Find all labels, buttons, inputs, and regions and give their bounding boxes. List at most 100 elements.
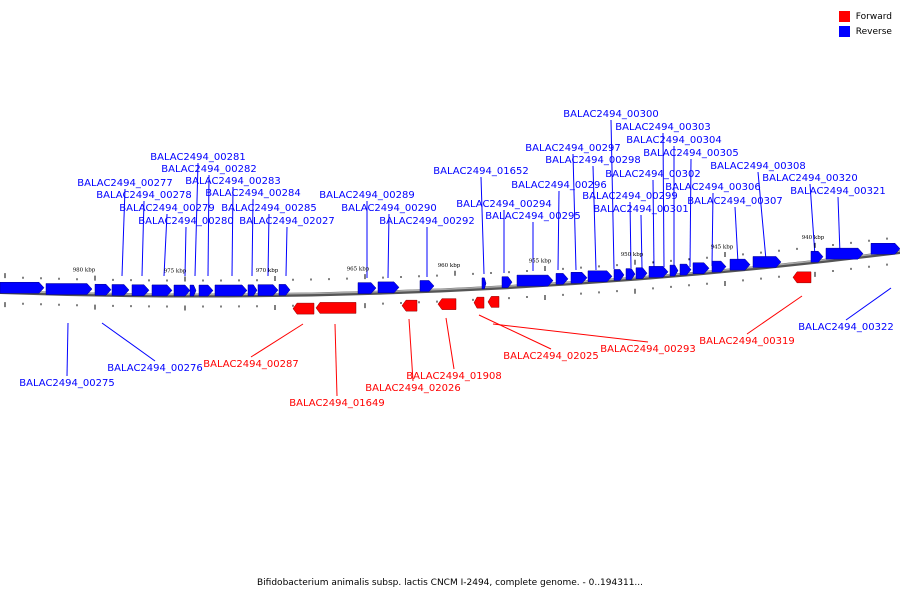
forward-leader-line xyxy=(478,314,552,350)
kbp-label: 980 kbp xyxy=(73,267,96,273)
forward-gene-label: BALAC2494_01649 xyxy=(289,398,384,409)
reverse-gene-arrow xyxy=(419,280,435,292)
reverse-gene-label: BALAC2494_00308 xyxy=(710,161,805,172)
reverse-gene-label: BALAC2494_00298 xyxy=(545,155,640,166)
reverse-gene-label: BALAC2494_01652 xyxy=(433,166,528,177)
reverse-gene-arrow xyxy=(173,284,191,297)
reverse-gene-label: BALAC2494_00279 xyxy=(119,203,214,214)
reverse-gene-label: BALAC2494_00307 xyxy=(687,196,782,207)
reverse-leader-line xyxy=(845,287,892,321)
reverse-gene-label: BALAC2494_00275 xyxy=(19,378,114,389)
forward-gene-label: BALAC2494_00287 xyxy=(203,359,298,370)
forward-leader-line xyxy=(408,318,414,382)
reverse-gene-label: BALAC2494_00299 xyxy=(582,191,677,202)
reverse-leader-line xyxy=(837,196,841,255)
reverse-gene-arrow xyxy=(198,284,214,297)
reverse-gene-arrow xyxy=(635,267,648,279)
reverse-leader-line xyxy=(662,132,665,268)
reverse-gene-label: BALAC2494_00296 xyxy=(511,180,606,191)
reverse-leader-line xyxy=(101,322,156,362)
reverse-swatch xyxy=(838,26,850,37)
forward-leader-line xyxy=(250,323,304,358)
reverse-gene-label: BALAC2494_00300 xyxy=(563,109,658,120)
reverse-gene-label: BALAC2494_00302 xyxy=(605,169,700,180)
forward-leader-line xyxy=(746,295,803,335)
reverse-gene-arrow xyxy=(377,281,400,294)
reverse-gene-arrow xyxy=(357,282,377,294)
legend-label-reverse: Reverse xyxy=(855,26,892,37)
reverse-gene-label: BALAC2494_00285 xyxy=(221,203,316,214)
reverse-gene-arrow xyxy=(587,270,613,283)
reverse-gene-arrow xyxy=(625,268,636,280)
reverse-gene-label: BALAC2494_00290 xyxy=(341,203,436,214)
legend-item-reverse: Reverse xyxy=(838,24,892,39)
reverse-gene-label: BALAC2494_00322 xyxy=(798,322,893,333)
reverse-leader-line xyxy=(711,192,714,267)
reverse-leader-line xyxy=(652,179,655,269)
reverse-leader-line xyxy=(121,188,126,277)
reverse-gene-label: BALAC2494_00294 xyxy=(456,199,551,210)
reverse-gene-arrow xyxy=(111,284,130,296)
reverse-leader-line xyxy=(184,226,187,277)
reverse-gene-arrow xyxy=(189,284,197,297)
reverse-leader-line xyxy=(480,176,485,275)
forward-gene-label: BALAC2494_02026 xyxy=(365,383,460,394)
reverse-gene-arrow xyxy=(669,264,679,277)
reverse-gene-arrow xyxy=(247,284,258,297)
reverse-leader-line xyxy=(757,171,767,261)
reverse-gene-arrow xyxy=(501,276,513,288)
reverse-gene-arrow xyxy=(214,284,248,297)
reverse-leader-line xyxy=(592,165,597,271)
reverse-gene-label: BALAC2494_00306 xyxy=(665,182,760,193)
forward-gene-arrow xyxy=(437,298,457,310)
forward-leader-line xyxy=(445,317,455,370)
reverse-gene-label: BALAC2494_00276 xyxy=(107,363,202,374)
reverse-leader-line xyxy=(251,198,254,277)
kbp-label: 970 kbp xyxy=(256,268,279,274)
forward-swatch xyxy=(838,11,850,22)
forward-gene-arrow xyxy=(292,302,315,315)
reverse-gene-label: BALAC2494_00282 xyxy=(161,164,256,175)
reverse-gene-arrow xyxy=(613,269,625,281)
reverse-gene-arrow xyxy=(516,274,554,287)
reverse-gene-arrow xyxy=(679,263,692,276)
reverse-leader-line xyxy=(809,183,816,257)
reverse-gene-arrow xyxy=(729,258,751,271)
reverse-gene-label: BALAC2494_00284 xyxy=(205,188,300,199)
reverse-leader-line xyxy=(231,186,234,277)
reverse-gene-label: BALAC2494_00289 xyxy=(319,190,414,201)
reverse-gene-arrow xyxy=(692,262,710,274)
reverse-gene-arrow xyxy=(94,283,112,296)
gene-labels: 980 kbp 975 kbp 970 kbp 965 kbp 960 kbp 955 k… xyxy=(19,109,893,409)
reverse-gene-label: BALAC2494_00281 xyxy=(150,152,245,163)
gene-arrows xyxy=(0,243,900,315)
reverse-gene-arrow xyxy=(870,243,900,255)
reverse-gene-arrow xyxy=(131,284,150,296)
reverse-leader-line xyxy=(689,158,692,268)
reverse-gene-arrow xyxy=(752,256,782,268)
kbp-label: 940 kbp xyxy=(802,235,825,241)
legend-item-forward: Forward xyxy=(838,9,892,24)
reverse-gene-arrow xyxy=(45,283,93,295)
reverse-gene-label: BALAC2494_00292 xyxy=(379,216,474,227)
forward-gene-arrow xyxy=(315,302,357,314)
kbp-label: 945 kbp xyxy=(711,244,734,250)
kbp-label: 950 kbp xyxy=(621,252,644,258)
reverse-gene-arrow xyxy=(257,284,279,296)
forward-gene-label: BALAC2494_01908 xyxy=(406,371,501,382)
reverse-leader-line xyxy=(194,162,199,277)
reverse-gene-label: BALAC2494_00277 xyxy=(77,178,172,189)
reverse-gene-label: BALAC2494_00304 xyxy=(626,135,721,146)
reverse-leader-line xyxy=(557,190,560,271)
reverse-gene-arrow xyxy=(711,260,727,273)
reverse-gene-label: BALAC2494_00280 xyxy=(138,216,233,227)
kbp-label: 955 kbp xyxy=(529,258,552,264)
reverse-gene-label: BALAC2494_02027 xyxy=(239,216,334,227)
reverse-gene-label: BALAC2494_00321 xyxy=(790,186,885,197)
reverse-leader-line xyxy=(572,153,577,271)
reverse-gene-arrow xyxy=(555,273,569,285)
reverse-leader-line xyxy=(66,322,69,377)
kbp-label: 975 kbp xyxy=(164,269,187,275)
reverse-gene-label: BALAC2494_00278 xyxy=(96,190,191,201)
